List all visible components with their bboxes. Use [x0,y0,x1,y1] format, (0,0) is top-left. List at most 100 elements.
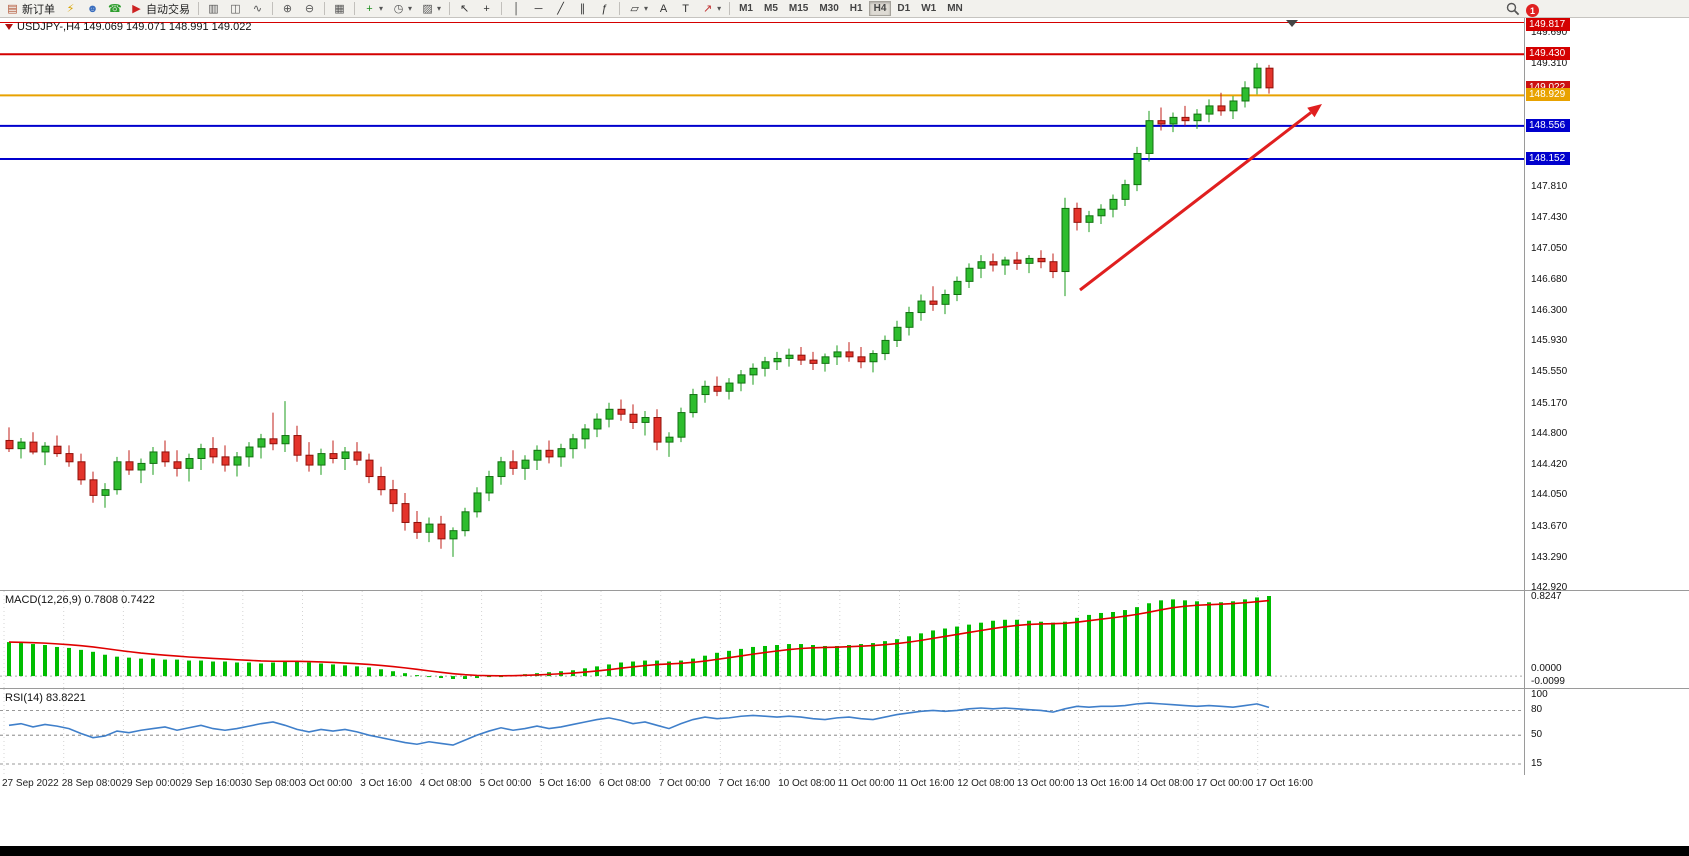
text-label-icon: T [682,2,689,15]
timeframe-h4-button[interactable]: H4 [868,1,892,16]
zoom-in-button[interactable]: ⊕ [277,1,298,17]
bar-chart-icon: ▥ [208,2,219,15]
line-chart-icon: ∿ [252,2,263,15]
price-tick: 146.680 [1531,273,1568,285]
fibonacci-icon: ƒ [601,2,608,15]
rsi-axis-label: 100 [1531,689,1548,700]
text-icon: A [659,2,668,15]
support-button[interactable]: ☎ [104,1,125,17]
indicators-button[interactable]: + ▾ [359,1,387,17]
zoom-out-icon: ⊖ [304,2,315,15]
new-order-button[interactable]: ▤ 新订单 [2,1,59,17]
vertical-line-button[interactable]: │ [506,1,527,17]
channel-icon: ∥ [579,2,586,15]
tile-windows-button[interactable]: ▦ [329,1,350,17]
time-label: 11 Oct 00:00 [837,778,895,789]
trendline-button[interactable]: ╱ [550,1,571,17]
vertical-line-icon: │ [513,2,520,15]
timeframe-d1-button[interactable]: D1 [892,1,915,16]
horizontal-line-button[interactable]: ─ [528,1,549,17]
time-label: 4 Oct 08:00 [419,778,472,789]
notification-badge[interactable]: 1 [1526,4,1539,17]
autotrade-icon: ▶ [132,2,141,15]
macd-axis-label: 0.0000 [1531,663,1562,675]
shapes-icon: ▱ [630,2,639,15]
candlestick-chart-button[interactable]: ◫ [225,1,246,17]
new-order-label: 新订单 [22,3,55,16]
timeframe-h1-button[interactable]: H1 [845,1,868,16]
time-label: 10 Oct 08:00 [778,778,836,789]
toolbar-right-cluster: 1 [1506,2,1539,19]
price-tag: 148.152 [1526,152,1570,166]
chevron-down-icon: ▾ [408,4,413,13]
crosshair-button[interactable]: + [476,1,497,17]
macd-header: MACD(12,26,9) 0.7808 0.7422 [5,594,155,606]
toolbar-separator [198,2,199,15]
horizontal-line-icon: ─ [534,2,543,15]
lightning-button[interactable]: ⚡ [60,1,81,17]
rsi-scale[interactable]: 100 80 50 15 [1524,689,1689,775]
autotrade-button[interactable]: ▶ 自动交易 [126,1,194,17]
main-chart-panel: USDJPY-,H4 149.069 149.071 148.991 149.0… [0,18,1689,593]
time-label: 27 Sep 2022 [2,778,59,789]
time-label: 3 Oct 16:00 [360,778,412,789]
timeframe-mn-button[interactable]: MN [942,1,968,16]
cursor-icon: ↖ [459,2,470,15]
price-scale[interactable]: 149.690 149.310 147.810 147.430 147.050 146.6… [1524,18,1689,593]
fibonacci-button[interactable]: ƒ [594,1,615,17]
price-tick: 149.690 [1531,26,1568,38]
time-label: 28 Sep 08:00 [61,778,122,789]
time-axis[interactable]: 27 Sep 2022 28 Sep 08:00 29 Sep 00:00 29 Se… [0,775,1689,793]
time-label: 17 Oct 16:00 [1255,778,1313,789]
macd-panel: MACD(12,26,9) 0.7808 0.7422 0.8247 0.0000… [0,591,1689,689]
chart-symbol-icon [5,24,13,30]
crosshair-icon: + [483,2,490,15]
tile-windows-icon: ▦ [334,2,345,15]
periods-button[interactable]: ◷ ▾ [388,1,416,17]
chart-symbol-header: USDJPY-,H4 149.069 149.071 148.991 149.0… [5,21,251,33]
price-tag: 149.817 [1526,18,1570,31]
chart-symbol-text: USDJPY-,H4 149.069 149.071 148.991 149.0… [17,21,252,33]
market-watch-button[interactable]: ☻ [82,1,103,17]
templates-button[interactable]: ▨ ▾ [417,1,445,17]
price-tick: 147.050 [1531,243,1568,255]
time-label: 11 Oct 16:00 [897,778,955,789]
toolbar-separator [501,2,503,15]
line-chart-button[interactable]: ∿ [247,1,268,17]
price-tick: 146.300 [1531,304,1568,316]
market-watch-icon: ☻ [86,2,99,15]
price-tick: 145.550 [1531,366,1568,378]
shapes-button[interactable]: ▱ ▾ [624,1,652,17]
time-label: 12 Oct 08:00 [957,778,1015,789]
timeframe-m15-button[interactable]: M15 [784,1,813,16]
rsi-axis-label: 50 [1531,729,1543,741]
rsi-plot[interactable] [0,689,1524,775]
rsi-axis-label: 15 [1531,758,1543,769]
timeframe-m5-button[interactable]: M5 [759,1,783,16]
time-label: 7 Oct 00:00 [658,778,711,789]
bar-chart-button[interactable]: ▥ [203,1,224,17]
search-icon[interactable] [1506,2,1520,19]
toolbar: ▤ 新订单 ⚡ ☻ ☎ ▶ 自动交易 ▥ ◫ ∿ ⊕ ⊖ ▦ + ▾ ◷ ▾ ▨ ▾ ↖ + │ ─ ╱ ∥ ƒ ▱ ▾ A T ↗ ▾ M1 M… [0,0,1689,18]
macd-axis-label: 0.8247 [1531,591,1562,602]
channel-button[interactable]: ∥ [572,1,593,17]
text-button[interactable]: A [653,1,674,17]
price-tick: 149.310 [1531,58,1568,70]
arrows-icon: ↗ [702,2,713,15]
new-order-icon: ▤ [7,2,18,15]
timeframe-m30-button[interactable]: M30 [814,1,843,16]
price-tick: 147.810 [1531,181,1568,193]
zoom-out-button[interactable]: ⊖ [299,1,320,17]
support-icon: ☎ [108,2,122,15]
price-tick: 145.170 [1531,397,1568,409]
candlestick-plot[interactable] [0,18,1524,590]
cursor-button[interactable]: ↖ [454,1,475,17]
timeframe-m1-button[interactable]: M1 [734,1,758,16]
macd-scale[interactable]: 0.8247 0.0000 -0.0099 [1524,591,1689,688]
arrows-button[interactable]: ↗ ▾ [697,1,725,17]
time-label: 3 Oct 00:00 [300,778,353,789]
text-label-button[interactable]: T [675,1,696,17]
rsi-panel: RSI(14) 83.8221 100 80 50 15 [0,689,1689,776]
macd-plot[interactable] [0,591,1524,688]
timeframe-w1-button[interactable]: W1 [916,1,941,16]
